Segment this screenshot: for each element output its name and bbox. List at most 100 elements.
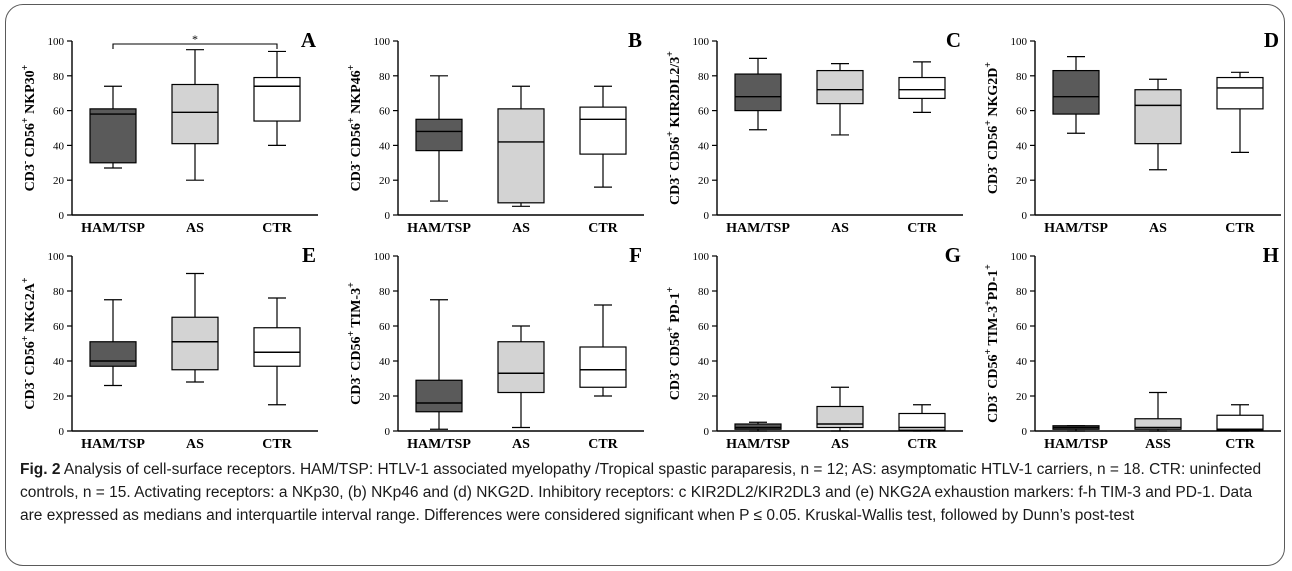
ylabel-part: + xyxy=(346,117,357,123)
panel-g-ytick-label: 20 xyxy=(698,391,710,403)
panel-d-category-label: HAM/TSP xyxy=(1044,221,1108,236)
panel-c-box-0 xyxy=(734,57,782,131)
panel-d-ytick-label: 100 xyxy=(1011,36,1028,48)
panel-h-ylabel: CD3- CD56+ TIM-3+PD-1+ xyxy=(983,264,1001,423)
panel-e-ylabel: CD3- CD56+ NKG2A+ xyxy=(20,277,38,410)
box-iqr xyxy=(1216,76,1264,110)
panel-d-ytick-label: 60 xyxy=(1016,106,1028,118)
box-iqr xyxy=(734,73,782,112)
ylabel-part: CD3 xyxy=(23,164,38,191)
panel-f-ytick-label: 20 xyxy=(379,391,391,403)
box-iqr xyxy=(1052,69,1100,115)
panel-b-category-label: AS xyxy=(512,221,530,236)
panel-c-ytick-label: 80 xyxy=(698,71,710,83)
panel-h-ytick-label: 60 xyxy=(1016,321,1028,333)
ylabel-part: KIR2DL2/3 xyxy=(668,57,683,131)
box-iqr xyxy=(1216,414,1264,431)
panel-b-box-1 xyxy=(497,85,545,207)
box-iqr xyxy=(579,346,627,388)
ylabel-part: + xyxy=(665,286,676,292)
panel-c-ytick-label: 100 xyxy=(693,36,710,48)
ylabel-part: - xyxy=(983,392,994,395)
panel-h-ytick-label: 0 xyxy=(1022,426,1028,438)
ylabel-part: + xyxy=(20,64,31,70)
panel-b-category-label: CTR xyxy=(588,221,618,236)
box-iqr xyxy=(253,76,301,122)
panel-g-ytick-label: 0 xyxy=(704,426,710,438)
box-iqr xyxy=(579,106,627,155)
panel-e-category-label: CTR xyxy=(262,437,292,452)
panel-e-letter: E xyxy=(302,243,316,267)
panel-b-ytick-label: 80 xyxy=(379,71,391,83)
panel-e-ytick-label: 40 xyxy=(53,356,65,368)
panel-f-ylabel: CD3- CD56+ TIM-3+ xyxy=(346,282,364,405)
panel-c-box-1 xyxy=(816,63,864,136)
panel-d-category-label: CTR xyxy=(1225,221,1255,236)
panel-b-letter: B xyxy=(628,28,642,52)
ylabel-part: CD3 xyxy=(23,382,38,409)
panel-a-box-0 xyxy=(89,85,137,169)
box-iqr xyxy=(415,118,463,152)
ylabel-part: CD56 xyxy=(349,123,364,161)
panel-h-ytick-label: 20 xyxy=(1016,391,1028,403)
panel-d-ytick-label: 20 xyxy=(1016,175,1028,187)
ylabel-part: - xyxy=(20,379,31,382)
panel-f-box-1 xyxy=(497,325,545,429)
panel-g-box-0 xyxy=(734,421,782,432)
panel-e-ytick-label: 80 xyxy=(53,286,65,298)
panel-h-category-label: CTR xyxy=(1225,437,1255,452)
panel-d-box-2 xyxy=(1216,71,1264,153)
panel-b-ytick-label: 40 xyxy=(379,140,391,152)
box-iqr xyxy=(816,69,864,105)
panel-a-ytick-label: 20 xyxy=(53,175,65,187)
box-iqr xyxy=(816,405,864,429)
box-iqr xyxy=(898,412,946,431)
panel-c-ytick-label: 40 xyxy=(698,140,710,152)
panel-a-letter: A xyxy=(301,28,317,52)
significance-star: * xyxy=(192,32,198,46)
ylabel-part: + xyxy=(346,64,357,70)
panel-f-ytick-label: 100 xyxy=(374,251,391,263)
ylabel-part: CD56 xyxy=(668,137,683,175)
panel-c-letter: C xyxy=(946,28,961,52)
panel-e-ytick-label: 0 xyxy=(59,426,65,438)
panel-d-category-label: AS xyxy=(1149,221,1167,236)
panel-a-category-label: CTR xyxy=(262,221,292,236)
panel-f-ytick-label: 60 xyxy=(379,321,391,333)
panel-f-ytick-label: 0 xyxy=(385,426,391,438)
panel-c-category-label: CTR xyxy=(907,221,937,236)
panel-g-ytick-label: 80 xyxy=(698,286,710,298)
panel-g-box-2 xyxy=(898,404,946,432)
box-iqr xyxy=(171,83,219,145)
panel-b-ytick-label: 20 xyxy=(379,175,391,187)
figure-frame xyxy=(5,4,1285,566)
ylabel-part: - xyxy=(665,174,676,177)
panel-c-ytick-label: 60 xyxy=(698,106,710,118)
panel-e-category-label: HAM/TSP xyxy=(81,437,145,452)
panel-e-box-1 xyxy=(171,272,219,383)
box-iqr xyxy=(898,76,946,100)
panel-a-ytick-label: 0 xyxy=(59,210,65,222)
ylabel-part: + xyxy=(20,277,31,283)
panel-g-letter: G xyxy=(945,243,961,267)
ylabel-part: + xyxy=(20,335,31,341)
ylabel-part: CD3 xyxy=(668,178,683,205)
panel-e-category-label: AS xyxy=(186,437,204,452)
panel-c-category-label: AS xyxy=(831,221,849,236)
box-iqr xyxy=(253,327,301,367)
panel-b-ylabel: CD3- CD56+ NKP46+ xyxy=(346,64,364,191)
ylabel-part: + xyxy=(665,326,676,332)
panel-h-category-label: ASS xyxy=(1145,437,1171,452)
box-iqr xyxy=(1134,89,1182,145)
ylabel-part: + xyxy=(983,62,994,68)
panel-a-ytick-label: 60 xyxy=(53,106,65,118)
ylabel-part: CD56 xyxy=(349,337,364,375)
panel-f-ytick-label: 40 xyxy=(379,356,391,368)
panel-h-box-0 xyxy=(1052,425,1100,432)
panel-a-box-1 xyxy=(171,49,219,181)
ylabel-part: NKG2D xyxy=(986,68,1001,121)
